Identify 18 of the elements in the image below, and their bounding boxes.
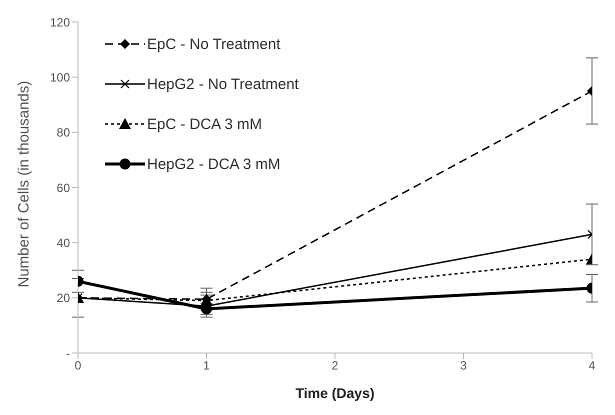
y-tick-label: 100 [50, 70, 70, 84]
x-axis-title: Time (Days) [295, 385, 375, 401]
y-tick-label: 120 [50, 15, 70, 30]
y-axis-title: Number of Cells (in thousands) [15, 80, 32, 288]
legend-label: HepG2 - DCA 3 mM [147, 156, 280, 172]
x-tick-label: 4 [588, 358, 596, 373]
y-tick-label: - [66, 346, 70, 360]
y-tick-label: 60 [56, 180, 70, 195]
x-tick-label: 0 [74, 358, 82, 373]
legend-label: EpC - DCA 3 mM [147, 116, 262, 132]
y-tick-label: 20 [56, 291, 70, 306]
y-tick-label: 80 [56, 126, 70, 140]
x-tick-label: 2 [332, 358, 339, 373]
x-tick-label: 3 [460, 358, 468, 373]
legend-label: EpC - No Treatment [147, 36, 280, 52]
legend-label: HepG2 - No Treatment [147, 76, 299, 92]
y-tick-label: 40 [56, 236, 70, 250]
x-tick-label: 1 [203, 358, 210, 373]
